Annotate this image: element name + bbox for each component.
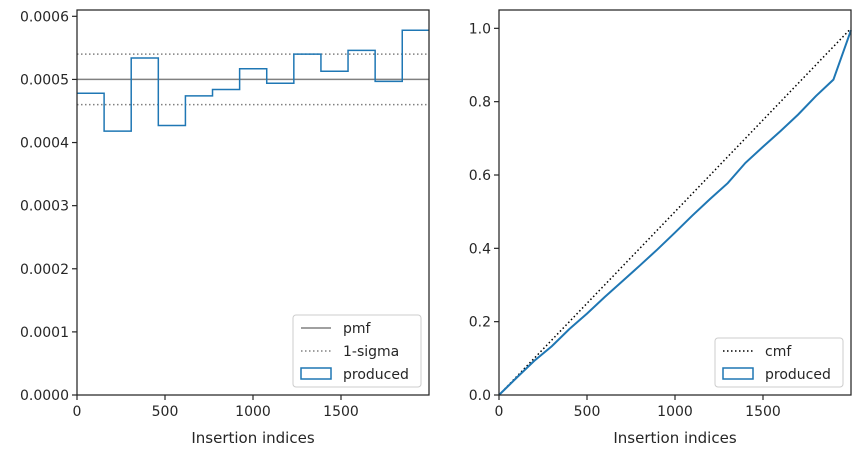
x-tick-label: 0: [73, 404, 82, 420]
y-tick-label: 0.0005: [20, 72, 69, 88]
x-tick-label: 1000: [657, 404, 693, 420]
chart0-legend-box: [292, 314, 422, 388]
chart1-legend: cmf produced: [714, 337, 844, 388]
y-tick-label: 0.0006: [20, 9, 69, 25]
cmf-chart: 0 500 1000 1500 0.0 0.2 0.4 0.6 0.8 1.0 Insertio…: [469, 9, 852, 447]
chart0-legend: pmf 1-sigma produced: [292, 314, 422, 388]
x-tick-label: 1500: [323, 404, 359, 420]
x-tick-label: 1500: [745, 404, 781, 420]
y-tick-label: 0.0001: [20, 325, 69, 341]
legend-pmf-label: pmf: [343, 321, 372, 337]
y-tick-label: 0.0004: [20, 136, 69, 152]
produced-histogram: [77, 29, 429, 132]
chart0-plot: [77, 29, 429, 132]
y-tick-label: 0.0000: [20, 388, 69, 404]
x-tick-label: 500: [574, 404, 601, 420]
legend-produced-swatch: [722, 367, 754, 380]
y-tick-label: 0.0: [469, 388, 491, 404]
y-tick-label: 0.0003: [20, 199, 69, 215]
chart0-y-axis: 0.0000 0.0001 0.0002 0.0003 0.0004 0.0005 0.00…: [20, 9, 77, 404]
x-tick-label: 500: [152, 404, 179, 420]
cmf-line: [498, 27, 852, 396]
legend-produced-label: produced: [343, 367, 409, 383]
chart1-x-axis: 0 500 1000 1500: [495, 395, 781, 420]
chart0-x-axis: 0 500 1000 1500: [73, 395, 359, 420]
legend-produced-swatch: [300, 367, 332, 380]
x-tick-label: 1000: [235, 404, 271, 420]
chart1-frame: [498, 9, 852, 396]
chart1-plot: [498, 27, 852, 396]
y-tick-label: 0.0002: [20, 262, 69, 278]
y-tick-label: 0.2: [469, 315, 491, 331]
x-tick-label: 0: [495, 404, 504, 420]
y-tick-label: 0.6: [469, 168, 491, 184]
chart1-x-axis-title: Insertion indices: [613, 429, 736, 447]
produced-cdf-line: [498, 29, 852, 396]
chart0-x-axis-title: Insertion indices: [191, 429, 314, 447]
legend-sigma-label: 1-sigma: [343, 344, 399, 360]
y-tick-label: 0.8: [469, 95, 491, 111]
pmf-chart: 0 500 1000 1500 0.00000.00010.00020.00030.0…: [20, 9, 430, 447]
y-tick-label: 1.0: [469, 21, 491, 37]
legend-cmf-label: cmf: [765, 344, 792, 360]
legend-produced-label: produced: [765, 367, 831, 383]
y-tick-label: 0.4: [469, 241, 491, 257]
chart1-y-axis: 0.0 0.2 0.4 0.6 0.8 1.0: [469, 21, 499, 404]
